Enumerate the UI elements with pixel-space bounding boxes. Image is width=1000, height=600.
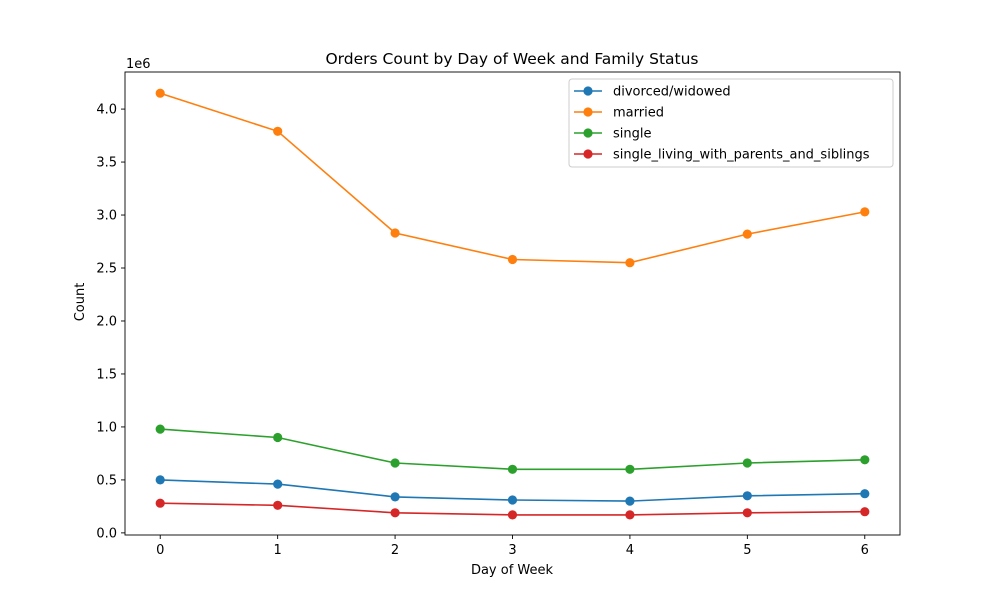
data-point bbox=[390, 492, 400, 502]
data-point bbox=[390, 508, 400, 518]
legend-entry: single_living_with_parents_and_siblings bbox=[613, 148, 870, 163]
y-tick-label: 0.5 bbox=[96, 473, 117, 488]
x-axis-label: Day of Week bbox=[471, 563, 554, 578]
y-scale-note: 1e6 bbox=[126, 57, 151, 72]
legend-marker bbox=[583, 107, 593, 117]
data-point bbox=[625, 258, 635, 268]
data-point bbox=[742, 458, 752, 468]
x-tick-label: 3 bbox=[508, 543, 516, 558]
legend-entry: divorced/widowed bbox=[613, 85, 731, 100]
y-tick-label: 3.5 bbox=[96, 156, 117, 171]
y-tick-label: 2.0 bbox=[96, 314, 117, 329]
y-tick-label: 0.0 bbox=[96, 526, 117, 541]
data-point bbox=[742, 229, 752, 239]
data-point bbox=[507, 254, 518, 265]
legend: divorced/widowed married single single_livi… bbox=[568, 78, 894, 168]
data-point bbox=[860, 455, 870, 465]
chart-title: Orders Count by Day of Week and Family S… bbox=[325, 50, 698, 68]
data-point bbox=[273, 432, 283, 443]
data-point bbox=[625, 496, 635, 506]
x-tick-label: 6 bbox=[861, 543, 869, 558]
data-point bbox=[155, 498, 165, 508]
y-tick-label: 1.0 bbox=[96, 420, 117, 435]
x-tick-label: 2 bbox=[391, 543, 399, 558]
data-point bbox=[860, 507, 870, 517]
legend-entry: single bbox=[613, 127, 652, 142]
data-point bbox=[273, 126, 283, 136]
data-point bbox=[507, 464, 518, 474]
y-axis-label: Count bbox=[73, 283, 88, 322]
data-point bbox=[860, 489, 870, 499]
data-point bbox=[273, 500, 283, 510]
data-point bbox=[507, 495, 518, 505]
data-point bbox=[742, 491, 752, 501]
legend-marker bbox=[583, 149, 593, 159]
y-tick-label: 4.0 bbox=[96, 103, 117, 118]
plot-area: 0 1 2 3 4 5 6 0.0 0.5 1.0 1.5 2.0 2.5 3.0 3.5 4.0 bbox=[96, 71, 901, 558]
x-tick-label: 1 bbox=[274, 543, 282, 558]
data-point bbox=[625, 464, 635, 474]
series-line-2 bbox=[160, 428, 865, 471]
legend-entry: married bbox=[613, 106, 664, 121]
x-tick-label: 4 bbox=[626, 543, 634, 558]
data-point bbox=[507, 510, 518, 520]
data-point bbox=[742, 508, 752, 518]
data-point bbox=[155, 424, 165, 434]
data-point bbox=[390, 228, 400, 238]
data-point bbox=[390, 458, 400, 468]
data-point bbox=[860, 207, 870, 217]
y-tick-label: 1.5 bbox=[96, 367, 117, 382]
legend-marker bbox=[583, 86, 593, 96]
legend-marker bbox=[583, 128, 593, 138]
x-tick-label: 0 bbox=[156, 543, 164, 558]
data-point bbox=[273, 479, 283, 489]
y-tick-label: 3.0 bbox=[96, 209, 117, 224]
y-tick-label: 2.5 bbox=[96, 262, 117, 277]
data-point bbox=[155, 475, 165, 485]
legend-box bbox=[568, 78, 894, 168]
x-tick-label: 5 bbox=[743, 543, 751, 558]
data-point bbox=[155, 88, 165, 98]
data-point bbox=[625, 510, 635, 520]
